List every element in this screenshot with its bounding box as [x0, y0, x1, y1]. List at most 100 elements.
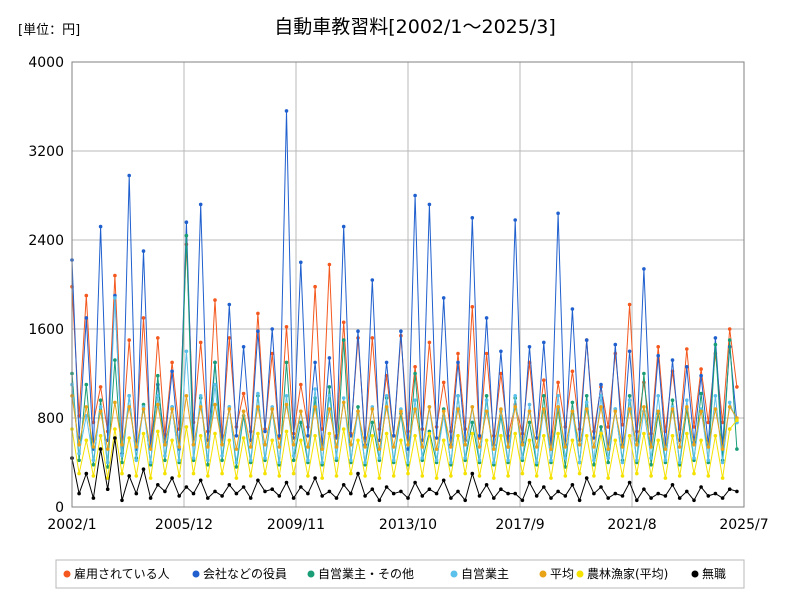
data-point	[470, 420, 475, 425]
data-point	[613, 438, 618, 443]
data-point	[277, 494, 282, 498]
data-point	[427, 487, 432, 492]
data-point	[685, 347, 689, 351]
data-point	[156, 483, 160, 487]
data-point	[334, 496, 339, 500]
data-point	[570, 438, 575, 443]
data-point	[98, 385, 103, 389]
data-point	[341, 224, 346, 229]
data-point	[148, 496, 153, 500]
data-point	[327, 489, 332, 494]
data-point	[627, 302, 632, 307]
data-point	[713, 336, 718, 340]
data-point	[692, 471, 696, 476]
data-point	[170, 438, 174, 443]
data-point	[206, 496, 210, 500]
data-point	[198, 340, 203, 345]
data-point	[727, 327, 732, 331]
data-point	[177, 474, 181, 478]
data-point	[191, 471, 196, 476]
data-point	[513, 394, 517, 398]
data-point	[277, 445, 282, 449]
data-point	[720, 496, 725, 500]
data-point	[592, 458, 596, 463]
data-point	[391, 474, 396, 478]
data-point	[470, 216, 475, 220]
data-point	[141, 431, 146, 436]
data-point	[141, 407, 146, 411]
data-point	[91, 462, 96, 467]
data-point	[263, 489, 267, 494]
data-point	[627, 480, 632, 485]
data-point	[141, 316, 146, 320]
data-point	[563, 474, 568, 478]
data-point	[549, 447, 553, 451]
data-point	[77, 442, 81, 447]
data-point	[584, 476, 589, 480]
data-point	[434, 458, 439, 463]
data-point	[706, 445, 711, 449]
data-point	[463, 471, 468, 476]
data-point	[499, 371, 503, 376]
series-line	[71, 437, 738, 502]
data-point	[592, 436, 596, 440]
data-point	[248, 458, 253, 463]
data-point	[520, 498, 525, 503]
data-point	[570, 307, 575, 311]
data-point	[556, 489, 560, 494]
data-point	[241, 345, 246, 349]
data-point	[463, 442, 468, 447]
data-point	[299, 382, 303, 387]
data-point	[599, 431, 603, 436]
data-point	[577, 460, 582, 465]
data-point	[84, 438, 89, 443]
data-point	[370, 420, 375, 425]
data-point	[98, 224, 103, 229]
data-point	[606, 425, 610, 429]
data-point	[291, 496, 296, 500]
data-point	[477, 494, 482, 498]
data-point	[663, 458, 668, 463]
data-point	[599, 405, 603, 409]
data-point	[441, 380, 446, 385]
data-point	[98, 434, 103, 438]
data-point	[120, 454, 124, 458]
data-point	[677, 460, 682, 465]
data-point	[449, 445, 453, 449]
data-point	[727, 427, 732, 431]
series-line	[71, 244, 738, 445]
data-point	[356, 405, 360, 409]
legend: 雇用されている人 会社などの役員 自営業主・その他 自営業主 平均 農林漁家(平均) 無職	[55, 559, 745, 589]
data-point	[277, 460, 282, 465]
data-point	[206, 462, 210, 467]
data-point	[449, 460, 453, 465]
legend-label: 雇用されている人	[74, 566, 170, 581]
data-point	[334, 474, 339, 478]
data-point	[527, 402, 532, 407]
data-point	[341, 400, 346, 405]
data-point	[356, 471, 360, 476]
data-point	[413, 398, 417, 403]
data-point	[449, 496, 453, 500]
data-point	[592, 474, 596, 478]
data-point	[434, 447, 439, 451]
data-point	[198, 394, 203, 398]
legend-box	[55, 559, 745, 589]
data-point	[470, 405, 475, 409]
data-point	[127, 394, 131, 398]
data-point	[227, 407, 232, 411]
data-point	[427, 202, 432, 207]
data-point	[191, 491, 196, 496]
data-point	[105, 487, 110, 492]
data-point	[134, 491, 139, 496]
data-point	[434, 476, 439, 480]
data-point	[349, 491, 353, 496]
data-point	[384, 431, 389, 436]
data-point	[327, 385, 332, 389]
series	[70, 109, 739, 456]
data-point	[449, 474, 453, 478]
data-point	[313, 476, 317, 480]
data-point	[327, 262, 332, 267]
legend-item: 平均	[539, 567, 574, 581]
data-point	[542, 378, 546, 383]
